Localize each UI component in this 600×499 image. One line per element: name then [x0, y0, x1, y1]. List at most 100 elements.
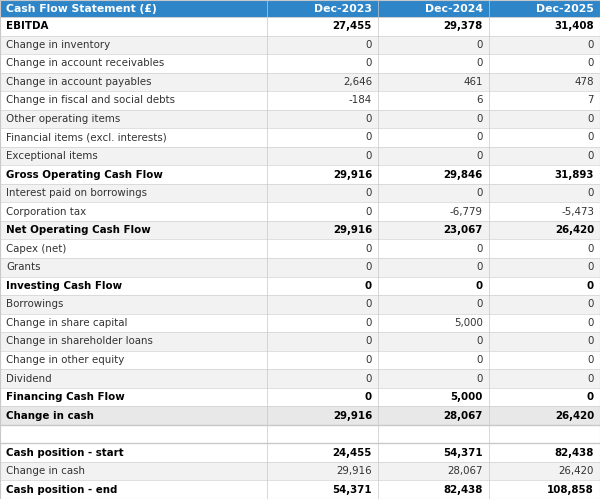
Text: Change in account payables: Change in account payables [6, 77, 151, 87]
Text: 0: 0 [476, 151, 483, 161]
Text: 0: 0 [476, 40, 483, 50]
Text: 0: 0 [587, 281, 594, 291]
Text: 0: 0 [365, 207, 372, 217]
Text: Dec-2024: Dec-2024 [425, 3, 483, 13]
Text: Gross Operating Cash Flow: Gross Operating Cash Flow [6, 170, 163, 180]
Text: Interest paid on borrowings: Interest paid on borrowings [6, 188, 147, 198]
Text: 0: 0 [365, 58, 372, 68]
Text: 29,916: 29,916 [333, 225, 372, 235]
Text: 0: 0 [365, 133, 372, 143]
Bar [0, 444, 600, 462]
Text: 2,646: 2,646 [343, 77, 372, 87]
Text: 54,371: 54,371 [332, 485, 372, 495]
Text: Dec-2025: Dec-2025 [536, 3, 594, 13]
Text: 29,378: 29,378 [444, 21, 483, 31]
Text: 26,420: 26,420 [555, 411, 594, 421]
Text: 27,455: 27,455 [332, 21, 372, 31]
Bar [378, 0, 489, 17]
Text: 0: 0 [365, 299, 372, 309]
Bar [0, 462, 600, 481]
Text: 82,438: 82,438 [554, 448, 594, 458]
Text: 0: 0 [587, 355, 594, 365]
Text: Dec-2023: Dec-2023 [314, 3, 372, 13]
Text: Change in fiscal and social debts: Change in fiscal and social debts [6, 95, 175, 105]
Text: Borrowings: Borrowings [6, 299, 64, 309]
Bar [0, 203, 600, 221]
Text: 0: 0 [587, 151, 594, 161]
Text: 82,438: 82,438 [443, 485, 483, 495]
Text: Change in share capital: Change in share capital [6, 318, 127, 328]
Bar [0, 332, 600, 351]
Bar [0, 147, 600, 165]
Text: 0: 0 [365, 151, 372, 161]
Bar [489, 0, 600, 17]
Text: Cash position - start: Cash position - start [6, 448, 124, 458]
Bar [0, 91, 600, 110]
Text: EBITDA: EBITDA [6, 21, 49, 31]
Text: Change in inventory: Change in inventory [6, 40, 110, 50]
Text: 0: 0 [587, 114, 594, 124]
Bar [267, 0, 378, 17]
Bar [0, 425, 600, 444]
Text: Change in account receivables: Change in account receivables [6, 58, 164, 68]
Text: Financing Cash Flow: Financing Cash Flow [6, 392, 125, 402]
Text: Change in other equity: Change in other equity [6, 355, 124, 365]
Text: Other operating items: Other operating items [6, 114, 120, 124]
Text: 0: 0 [587, 299, 594, 309]
Text: Change in shareholder loans: Change in shareholder loans [6, 336, 153, 346]
Text: 26,420: 26,420 [559, 466, 594, 476]
Text: 0: 0 [365, 244, 372, 253]
Text: 0: 0 [587, 58, 594, 68]
Text: 0: 0 [365, 392, 372, 402]
Text: 0: 0 [365, 318, 372, 328]
Text: 0: 0 [365, 188, 372, 198]
Text: Net Operating Cash Flow: Net Operating Cash Flow [6, 225, 151, 235]
Text: Corporation tax: Corporation tax [6, 207, 86, 217]
Text: 0: 0 [587, 318, 594, 328]
Text: 31,408: 31,408 [554, 21, 594, 31]
Text: Exceptional items: Exceptional items [6, 151, 98, 161]
Bar [0, 240, 600, 258]
Bar [0, 73, 600, 91]
Text: 26,420: 26,420 [555, 225, 594, 235]
Text: 0: 0 [587, 392, 594, 402]
Text: 29,916: 29,916 [333, 411, 372, 421]
Text: Capex (net): Capex (net) [6, 244, 67, 253]
Bar [0, 481, 600, 499]
Bar [0, 295, 600, 313]
Text: Change in cash: Change in cash [6, 411, 94, 421]
Text: Cash position - end: Cash position - end [6, 485, 118, 495]
Text: 0: 0 [365, 355, 372, 365]
Text: Financial items (excl. interests): Financial items (excl. interests) [6, 133, 167, 143]
Text: 0: 0 [476, 188, 483, 198]
Text: 0: 0 [476, 262, 483, 272]
Text: 29,846: 29,846 [444, 170, 483, 180]
Text: 461: 461 [463, 77, 483, 87]
Bar [0, 351, 600, 369]
Text: 0: 0 [476, 281, 483, 291]
Text: 0: 0 [587, 40, 594, 50]
Text: 7: 7 [587, 95, 594, 105]
Bar [0, 388, 600, 406]
Text: 54,371: 54,371 [443, 448, 483, 458]
Text: Investing Cash Flow: Investing Cash Flow [6, 281, 122, 291]
Text: 0: 0 [587, 373, 594, 384]
Text: 0: 0 [476, 58, 483, 68]
Text: 108,858: 108,858 [547, 485, 594, 495]
Text: 5,000: 5,000 [454, 318, 483, 328]
Bar [0, 165, 600, 184]
Bar [0, 128, 600, 147]
Text: Cash Flow Statement (£): Cash Flow Statement (£) [6, 3, 157, 13]
Bar [0, 221, 600, 240]
Bar [0, 35, 600, 54]
Text: -6,779: -6,779 [450, 207, 483, 217]
Text: 23,067: 23,067 [443, 225, 483, 235]
Text: 0: 0 [365, 336, 372, 346]
Text: 0: 0 [476, 373, 483, 384]
Text: 0: 0 [587, 188, 594, 198]
Text: -5,473: -5,473 [561, 207, 594, 217]
Bar [0, 0, 267, 17]
Text: 0: 0 [476, 355, 483, 365]
Text: Change in cash: Change in cash [6, 466, 85, 476]
Bar [0, 406, 600, 425]
